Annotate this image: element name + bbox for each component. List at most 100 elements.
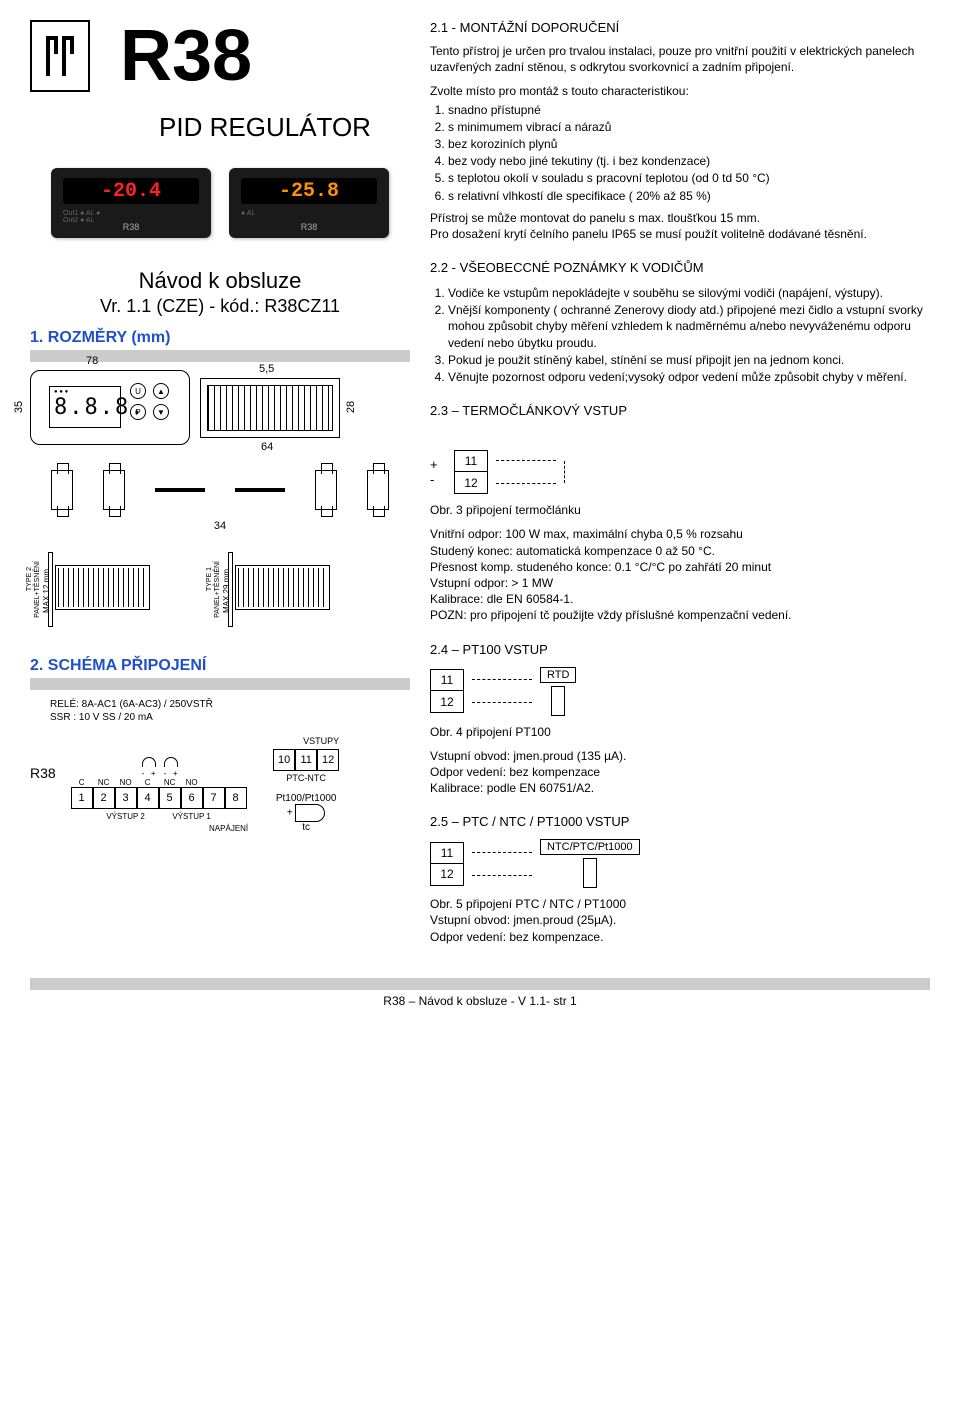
manual-title: Návod k obsluze: [30, 268, 410, 294]
mount-label: TYPE 2: [26, 567, 33, 591]
dim-label: 64: [261, 441, 273, 453]
product-title: R38: [120, 20, 252, 92]
page-header: R38: [30, 20, 410, 92]
terminal: 11: [295, 749, 317, 771]
list-item: Věnujte pozornost odporu vedení;vysoký o…: [448, 369, 930, 385]
front-panel-diagram: 78 35 ● ● ● 8.8.8. U ▲ P ▼: [30, 370, 190, 445]
polarity-label: +: [287, 808, 293, 819]
relay-rating: RELÉ: 8A-AC1 (6A-AC3) / 250VSTŘ: [50, 698, 410, 711]
section-2-5-title: 2.5 – PTC / NTC / PT1000 VSTUP: [430, 814, 930, 829]
input-label: tc: [276, 822, 337, 833]
bracket-icon: [315, 470, 337, 510]
body-text: Vstupní obvod: jmen.proud (135 µA).: [430, 748, 930, 764]
ssr-rating: SSR : 10 V SS / 20 mA: [50, 711, 410, 724]
product-photos: -20.4 Out1 ● AL ●Out2 ● AL R38 -25.8 ● A…: [30, 168, 410, 238]
section-2-2-title: 2.2 - VŠEOBECCNÉ POZNÁMKY K VODIČŮM: [430, 260, 930, 275]
bracket-diagrams: [30, 470, 410, 510]
input-label: Pt100/Pt1000: [276, 793, 337, 804]
terminal: 7: [203, 787, 225, 809]
panel-button-u-icon: U: [130, 383, 146, 399]
mount-label: PANEL+TĚSNĚNÍ: [214, 561, 221, 618]
terminal: 10: [273, 749, 295, 771]
panel-button-down-icon: ▼: [153, 404, 169, 420]
list-item: s teplotou okolí v souladu s pracovní te…: [448, 170, 930, 186]
figure-caption: Obr. 3 připojení termočlánku: [430, 502, 930, 518]
lcd-reading: -25.8: [241, 178, 377, 204]
panel-button-p-icon: P: [130, 404, 146, 420]
wire-line-icon: [564, 461, 565, 483]
body-text: Tento přístroj je určen pro trvalou inst…: [430, 43, 930, 75]
dimension-diagrams: 78 35 ● ● ● 8.8.8. U ▲ P ▼ 5,5 28 64: [30, 370, 410, 445]
device-label: R38: [30, 765, 56, 781]
install-list: snadno přístupné s minimumem vibrací a n…: [430, 102, 930, 204]
terminal: 12: [430, 864, 464, 886]
model-label: R38: [229, 222, 389, 232]
list-item: bez koroziních plynů: [448, 136, 930, 152]
wiring-list: Vodiče ke vstupům nepokládejte v souběhu…: [430, 285, 930, 385]
terminal: 8: [225, 787, 247, 809]
body-text: Zvolte místo pro montáž s touto characte…: [430, 83, 930, 99]
lcd-reading: -20.4: [63, 178, 199, 204]
body-text: Vstupní odpor: > 1 MW: [430, 575, 930, 591]
figure-caption: Obr. 4 připojení PT100: [430, 724, 930, 740]
terminal-diagram: R38 - + - + C NC NO C NC: [30, 736, 410, 833]
section-divider: [30, 678, 410, 690]
section-1-title: 1. ROZMĚRY (mm): [30, 329, 410, 347]
dim-label: 28: [345, 400, 357, 412]
device-photo-1: -20.4 Out1 ● AL ●Out2 ● AL R38: [51, 168, 211, 238]
polarity-label: +: [430, 457, 446, 472]
body-text: Přesnost komp. studeného konce: 0.1 °C/°…: [430, 559, 930, 575]
body-text: Kalibrace: podle EN 60751/A2.: [430, 780, 930, 796]
term-label: NC: [93, 778, 115, 787]
rtd-symbol-icon: [551, 686, 565, 716]
terminal: 3: [115, 787, 137, 809]
section-2-title: 2. SCHÉMA PŘIPOJENÍ: [30, 657, 410, 675]
term-label: [203, 778, 225, 787]
footer-text: R38 – Návod k obsluze - V 1.1- str 1: [30, 994, 930, 1008]
section-2-1-title: 2.1 - MONTÁŽNÍ DOPORUČENÍ: [430, 20, 930, 35]
device-photo-2: -25.8 ● AL R38: [229, 168, 389, 238]
wire-line-icon: [472, 702, 532, 703]
term-group-label: VÝSTUP 2: [93, 812, 159, 821]
model-label: R38: [51, 222, 211, 232]
terminal: 5: [159, 787, 181, 809]
body-text: Pro dosažení krytí čelního panelu IP65 s…: [430, 226, 930, 242]
dim-label: 5,5: [259, 363, 274, 375]
panel-button-up-icon: ▲: [153, 383, 169, 399]
ptc-connection-diagram: 11 12 NTC/PTC/Pt1000: [430, 839, 930, 888]
dim-label: 35: [13, 401, 25, 413]
sensor-badge: NTC/PTC/Pt1000: [540, 839, 640, 855]
bracket-icon: [103, 470, 125, 510]
mounting-diagrams: TYPE 2 PANEL+TĚSNĚNÍ MAX 12 mm TYPE 1 PA…: [30, 547, 410, 632]
terminal: 2: [93, 787, 115, 809]
body-text: Odpor vedení: bez kompenzace: [430, 764, 930, 780]
mount-type2-diagram: TYPE 2 PANEL+TĚSNĚNÍ MAX 12 mm: [30, 547, 170, 632]
terminal: 11: [430, 669, 464, 691]
section-2-3-title: 2.3 – TERMOČLÁNKOVÝ VSTUP: [430, 403, 930, 418]
pt100-connection-diagram: 11 12 RTD: [430, 667, 930, 716]
bracket-icon: [51, 470, 73, 510]
terminal: 12: [317, 749, 339, 771]
wire-line-icon: [496, 483, 556, 484]
terminal: 12: [454, 472, 488, 494]
body-text: POZN: pro připojení tč použijte vždy pří…: [430, 607, 930, 623]
tc-connection-diagram: + - 11 12: [430, 450, 930, 494]
side-panel-diagram: 5,5 28 64: [200, 378, 340, 438]
mount-label: TYPE 1: [206, 567, 213, 591]
term-group-label: VÝSTUP 1: [159, 812, 225, 821]
manual-version: Vr. 1.1 (CZE) - kód.: R38CZ11: [30, 296, 410, 317]
list-item: snadno přístupné: [448, 102, 930, 118]
term-group-label: NAPÁJENÍ: [209, 824, 248, 833]
mount-label: PANEL+TĚSNĚNÍ: [34, 561, 41, 618]
term-label: NO: [115, 778, 137, 787]
list-item: bez vody nebo jiné tekutiny (tj. i bez k…: [448, 153, 930, 169]
bracket-icon: [235, 488, 285, 492]
dim-label: 34: [30, 520, 410, 532]
wire-line-icon: [472, 875, 532, 876]
body-text: Kalibrace: dle EN 60584-1.: [430, 591, 930, 607]
polarity-label: -: [430, 472, 446, 487]
terminal: 4: [137, 787, 159, 809]
terminal: 12: [430, 691, 464, 713]
mount-label: MAX 12 mm: [42, 569, 51, 613]
body-text: Studený konec: automatická kompenzace 0 …: [430, 543, 930, 559]
